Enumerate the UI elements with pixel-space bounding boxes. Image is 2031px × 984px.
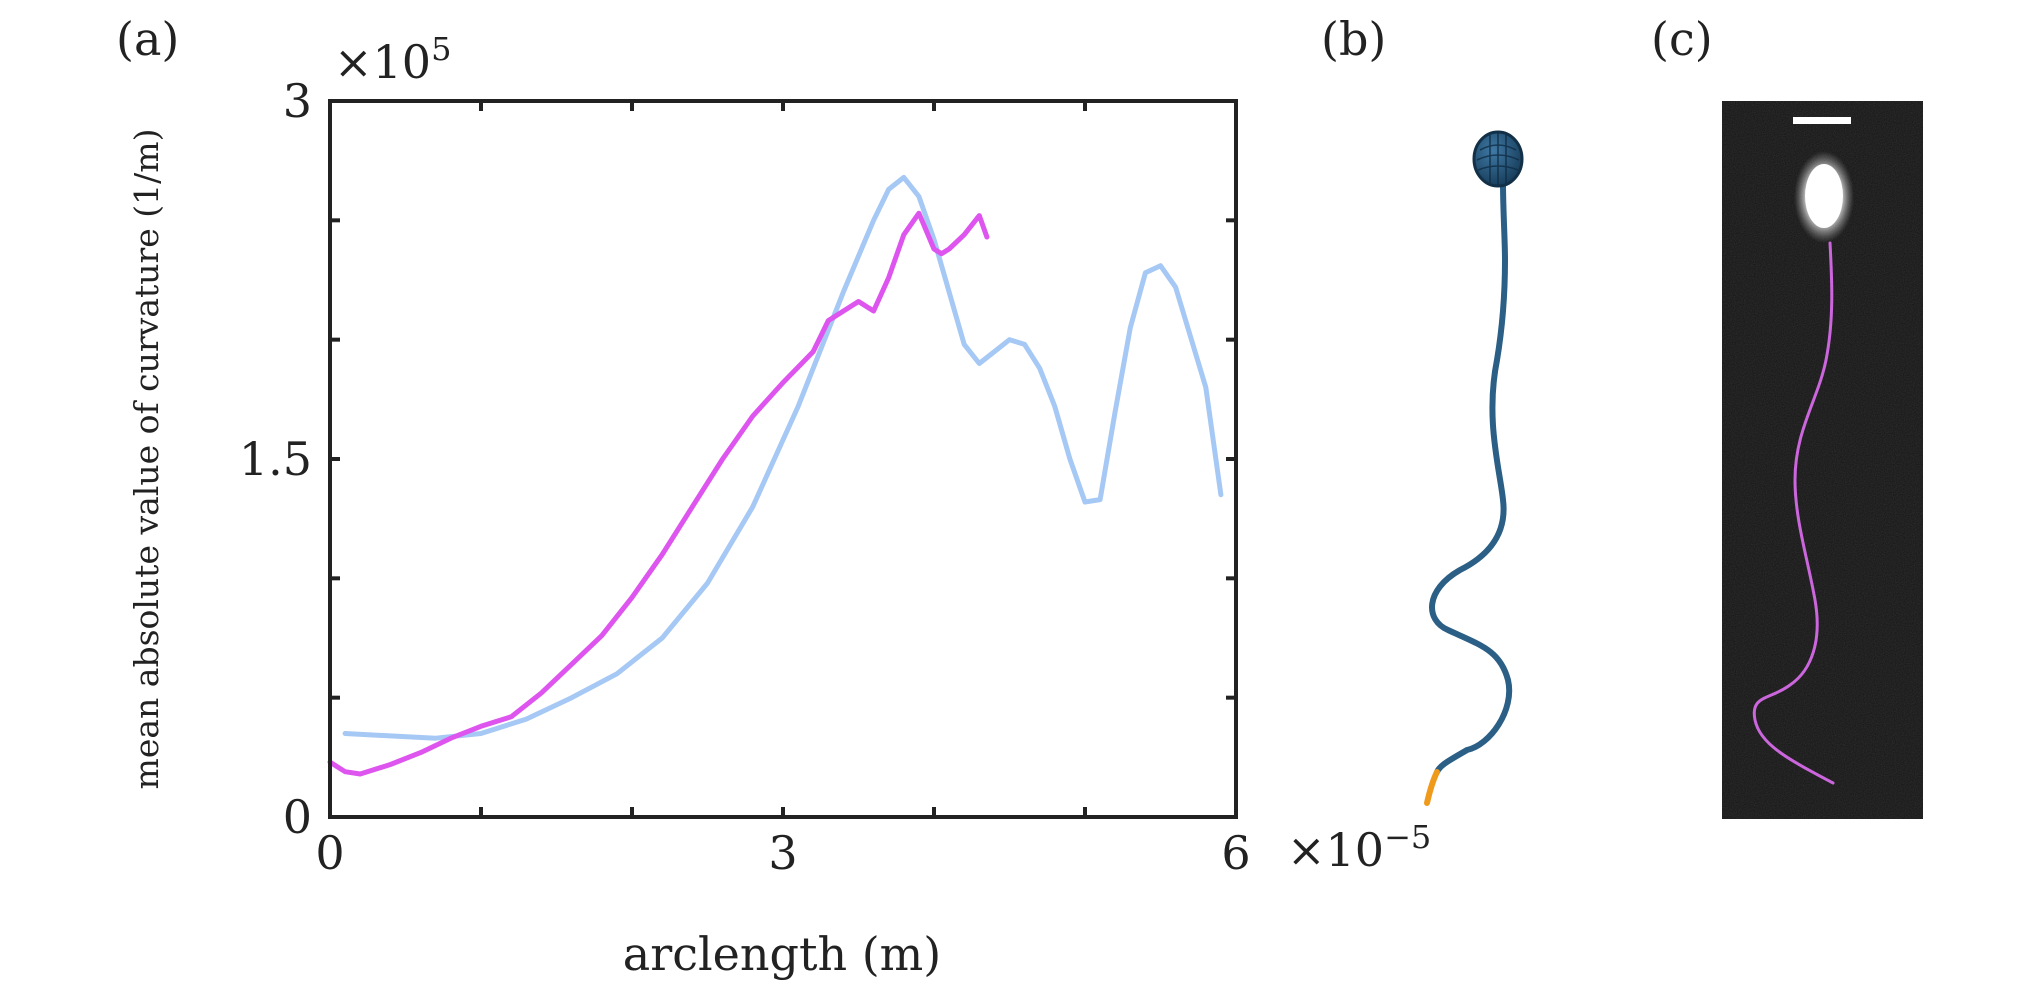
plot-frame xyxy=(328,99,1238,819)
panel-label-c: (c) xyxy=(1651,12,1713,66)
model-head-mesh xyxy=(1476,133,1520,185)
y-multiplier: ×105 xyxy=(334,30,451,89)
sperm-model-illustration xyxy=(1424,130,1524,806)
series-line-magenta xyxy=(327,210,990,777)
curvature-chart: 0 3 6 0 1.5 3 ×105 ×10−5 arclength (m) mean a… xyxy=(127,30,1431,981)
tick-labels: 0 3 6 0 1.5 3 xyxy=(239,74,1251,880)
model-flagellum xyxy=(1429,180,1513,775)
x-multiplier: ×10−5 xyxy=(1287,818,1431,877)
minor-ticks xyxy=(328,99,1238,819)
scale-bar xyxy=(1793,117,1851,124)
y-tick-label: 3 xyxy=(283,74,312,128)
y-tick-label: 1.5 xyxy=(239,432,312,486)
series-layer xyxy=(327,174,1224,777)
microscopy-image xyxy=(1722,101,1923,819)
x-tick-label: 3 xyxy=(768,826,797,880)
panel-label-b: (b) xyxy=(1321,12,1386,66)
x-tick-label: 0 xyxy=(315,826,344,880)
y-axis-label: mean absolute value of curvature (1/m) xyxy=(127,129,166,790)
series-line-light-blue xyxy=(342,174,1224,741)
y-tick-label: 0 xyxy=(283,790,312,844)
model-flagellum-tip xyxy=(1424,769,1440,806)
x-axis-label: arclength (m) xyxy=(623,927,941,981)
x-tick-label: 6 xyxy=(1221,826,1250,880)
traced-flagellum xyxy=(1752,241,1835,785)
panel-label-a: (a) xyxy=(116,12,179,66)
